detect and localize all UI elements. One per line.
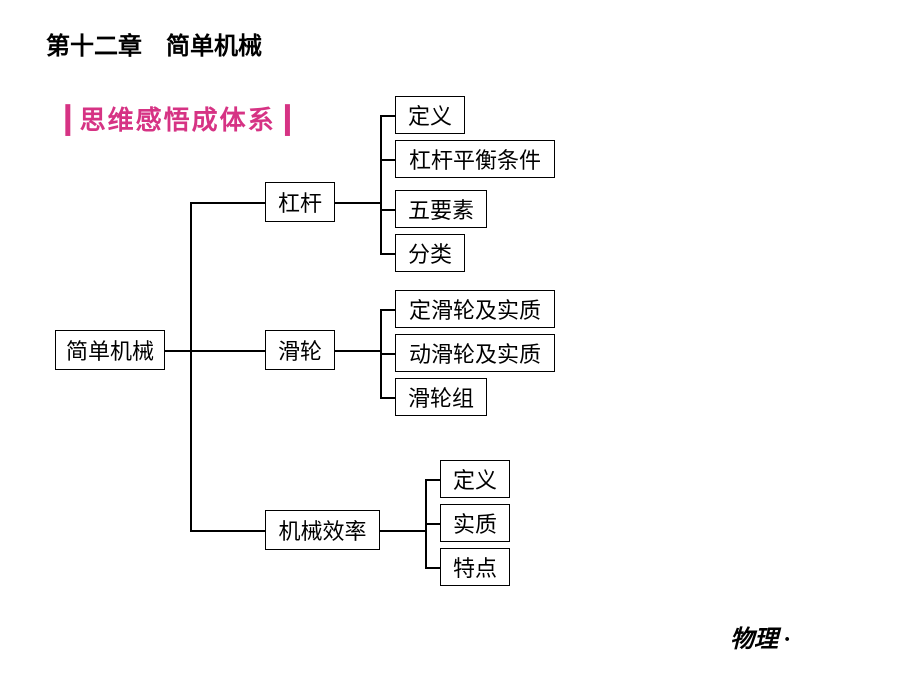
connector-line (190, 202, 192, 530)
connector-line (190, 530, 265, 532)
leaf-node: 特点 (440, 548, 510, 586)
leaf-node: 定义 (395, 96, 465, 134)
connector-line (380, 530, 425, 532)
leaf-node: 实质 (440, 504, 510, 542)
leaf-node: 滑轮组 (395, 378, 487, 416)
branch-node: 滑轮 (265, 330, 335, 370)
section-bar-left: ┃ (60, 106, 76, 135)
connector-line (380, 115, 382, 253)
connector-line (380, 159, 395, 161)
connector-line (190, 202, 265, 204)
connector-line (380, 253, 395, 255)
leaf-node: 定义 (440, 460, 510, 498)
connector-line (380, 309, 395, 311)
leaf-node: 动滑轮及实质 (395, 334, 555, 372)
leaf-node: 五要素 (395, 190, 487, 228)
connector-line (335, 350, 380, 352)
leaf-node: 定滑轮及实质 (395, 290, 555, 328)
branch-node: 杠杆 (265, 182, 335, 222)
branch-node: 机械效率 (265, 510, 380, 550)
root-node: 简单机械 (55, 330, 165, 370)
connector-line (380, 353, 395, 355)
connector-line (335, 202, 380, 204)
leaf-node: 分类 (395, 234, 465, 272)
connector-line (380, 397, 395, 399)
leaf-node: 杠杆平衡条件 (395, 140, 555, 178)
connector-line (425, 567, 440, 569)
footer-label: 物理 · (730, 619, 790, 654)
connector-line (190, 350, 265, 352)
connector-line (425, 479, 440, 481)
chapter-title: 第十二章 简单机械 (46, 26, 262, 61)
connector-line (380, 209, 395, 211)
section-title-text: 思维感悟成体系 (80, 106, 276, 135)
connector-line (165, 350, 190, 352)
connector-line (380, 115, 395, 117)
section-title: ┃ 思维感悟成体系 ┃ (60, 100, 295, 137)
connector-line (425, 523, 440, 525)
section-bar-right: ┃ (280, 106, 296, 135)
